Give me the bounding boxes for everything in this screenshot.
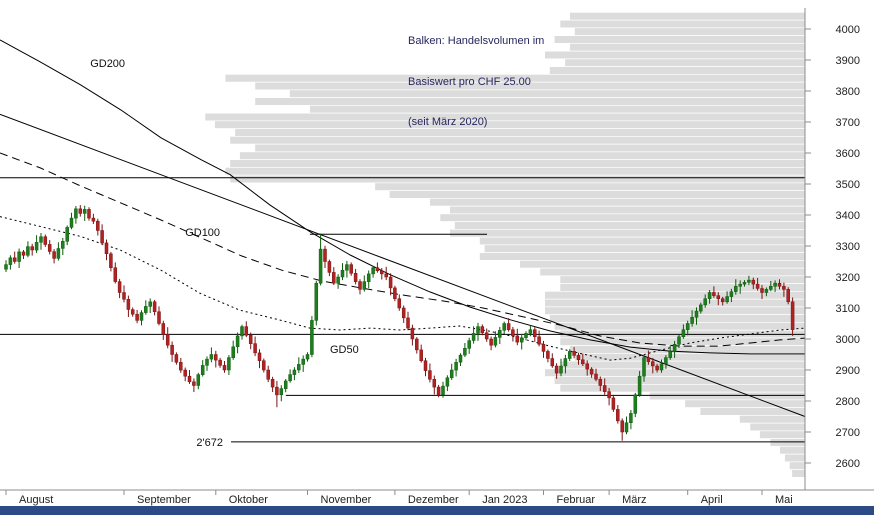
y-tick-label: 3700: [836, 117, 860, 129]
volume-annotation: Balken: Handelsvolumen im Basiswert pro …: [408, 8, 544, 157]
x-tick-label: März: [622, 494, 646, 506]
x-tick-label: Mai: [775, 494, 793, 506]
horizontal-lines: 2'672: [0, 177, 805, 449]
y-tick-label: 3900: [836, 55, 860, 67]
ma-label-gd200: GD200: [90, 58, 125, 70]
y-tick-label: 3800: [836, 86, 860, 98]
y-tick-label: 2900: [836, 365, 860, 377]
bottom-strip: [0, 506, 874, 515]
x-tick-label: April: [701, 494, 723, 506]
ma-label-gd100: GD100: [185, 227, 220, 239]
ma-line-gd100: [0, 152, 806, 347]
x-tick-label: November: [321, 494, 372, 506]
y-tick-label: 3200: [836, 272, 860, 284]
y-tick-label: 3100: [836, 303, 860, 315]
y-tick-label: 3400: [836, 210, 860, 222]
x-tick-label: August: [19, 494, 53, 506]
y-tick-label: 3600: [836, 148, 860, 160]
y-axis: 4000 3900 3800 3700 3600 3500 3400 3300 3200 3100…: [804, 8, 860, 490]
annotation-line-2: Basiswert pro CHF 25.00: [408, 75, 531, 88]
x-tick-label: Oktober: [229, 494, 268, 506]
x-tick-label: Jan 2023: [482, 494, 527, 506]
y-tick-label: 2600: [836, 458, 860, 470]
x-tick-label: Dezember: [408, 494, 459, 506]
ma-labels: GD200 GD100 GD50: [90, 58, 359, 356]
candles: [4, 205, 795, 441]
annotation-line-3: (seit März 2020): [408, 116, 488, 128]
x-axis: August September Oktober November Dezember Ja…: [0, 489, 874, 506]
x-tick-label: September: [137, 494, 191, 506]
ma-line-gd50: [0, 216, 806, 361]
ma-label-gd50: GD50: [330, 344, 359, 356]
y-tick-label: 2700: [836, 427, 860, 439]
y-tick-label: 3500: [836, 179, 860, 191]
y-tick-label: 4000: [836, 24, 860, 36]
y-tick-label: 2800: [836, 396, 860, 408]
annotation-line-1: Balken: Handelsvolumen im: [408, 35, 545, 47]
trend-lines: [0, 113, 806, 417]
support-level-label: 2'672: [196, 437, 223, 449]
y-tick-label: 3300: [836, 241, 860, 253]
x-tick-label: Februar: [557, 494, 596, 506]
y-tick-label: 3000: [836, 334, 860, 346]
